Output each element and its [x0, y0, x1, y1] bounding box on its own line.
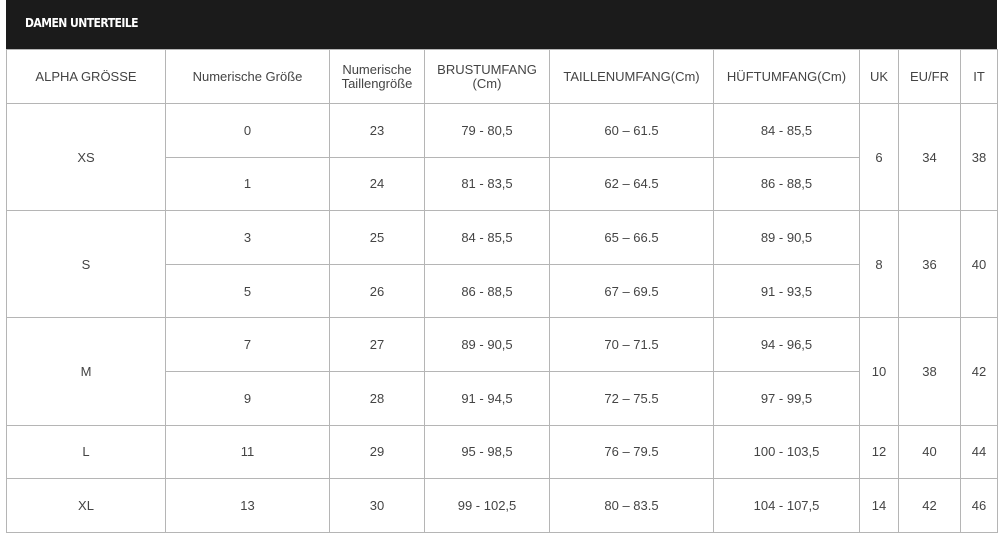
waist-size-cell: 24	[329, 156, 425, 212]
table-body: XS 0 23 79 - 80,5 60 – 61.5 84 - 85,5 6 34 38 1 24…	[6, 102, 998, 533]
waist-cell: 65 – 66.5	[549, 210, 714, 265]
column-header: EU/FR	[898, 49, 961, 104]
column-header: TAILLENUMFANG(Cm)	[549, 49, 714, 104]
waist-cell: 67 – 69.5	[549, 263, 714, 319]
eu-fr-size-cell: 42	[898, 478, 961, 533]
column-header: UK	[859, 49, 899, 104]
waist-size-cell: 29	[329, 424, 425, 480]
waist-size-cell: 27	[329, 317, 425, 372]
it-size-cell: 44	[960, 424, 998, 480]
waist-cell: 76 – 79.5	[549, 424, 714, 480]
uk-size-cell: 8	[859, 210, 899, 319]
table-row: M 7 27 89 - 90,5 70 – 71.5 94 - 96,5 10 38 42	[6, 317, 998, 426]
table-row: S 3 25 84 - 85,5 65 – 66.5 89 - 90,5 8 36 40	[6, 210, 998, 319]
waist-size-cell: 30	[329, 478, 425, 533]
bust-cell: 95 - 98,5	[424, 424, 550, 480]
column-header: Numerische Taillengröße	[329, 49, 425, 104]
bust-cell: 79 - 80,5	[424, 103, 550, 158]
column-header: IT	[960, 49, 998, 104]
eu-fr-size-cell: 36	[898, 210, 961, 319]
numeric-size-cell: 11	[165, 424, 330, 480]
bust-cell: 86 - 88,5	[424, 263, 550, 319]
hip-cell: 97 - 99,5	[713, 370, 860, 426]
numeric-size-cell: 3	[165, 210, 330, 265]
alpha-size-cell: L	[6, 424, 166, 480]
waist-cell: 70 – 71.5	[549, 317, 714, 372]
hip-cell: 91 - 93,5	[713, 263, 860, 319]
column-header: Numerische Größe	[165, 49, 330, 104]
uk-size-cell: 14	[859, 478, 899, 533]
bust-cell: 81 - 83,5	[424, 156, 550, 212]
waist-size-cell: 28	[329, 370, 425, 426]
uk-size-cell: 6	[859, 102, 899, 212]
eu-fr-size-cell: 40	[898, 424, 961, 480]
bust-cell: 84 - 85,5	[424, 210, 550, 265]
header-row: ALPHA GRÖSSE Numerische Größe Numerische T…	[6, 49, 998, 104]
waist-cell: 60 – 61.5	[549, 103, 714, 158]
hip-cell: 84 - 85,5	[713, 103, 860, 158]
bust-cell: 89 - 90,5	[424, 317, 550, 372]
waist-cell: 80 – 83.5	[549, 478, 714, 533]
table-row: XS 0 23 79 - 80,5 60 – 61.5 84 - 85,5 6 34 38	[6, 102, 998, 212]
hip-cell: 94 - 96,5	[713, 317, 860, 372]
uk-size-cell: 12	[859, 424, 899, 480]
it-size-cell: 46	[960, 478, 998, 533]
column-header: HÜFTUMFANG(Cm)	[713, 49, 860, 104]
numeric-size-cell: 0	[165, 103, 330, 158]
alpha-size-cell: S	[6, 210, 166, 319]
hip-cell: 100 - 103,5	[713, 424, 860, 480]
waist-cell: 62 – 64.5	[549, 156, 714, 212]
it-size-cell: 38	[960, 102, 998, 212]
title-bar: DAMEN UNTERTEILE	[6, 0, 997, 49]
eu-fr-size-cell: 34	[898, 102, 961, 212]
numeric-size-cell: 9	[165, 370, 330, 426]
uk-size-cell: 10	[859, 317, 899, 426]
table-row: 5 26 86 - 88,5 67 – 69.5 91 - 93,5	[7, 263, 998, 319]
it-size-cell: 40	[960, 210, 998, 319]
it-size-cell: 42	[960, 317, 998, 426]
alpha-size-cell: XL	[6, 478, 166, 533]
numeric-size-cell: 7	[165, 317, 330, 372]
table-row: 9 28 91 - 94,5 72 – 75.5 97 - 99,5	[7, 370, 998, 426]
alpha-size-cell: M	[6, 317, 166, 426]
table-row: XL 13 30 99 - 102,5 80 – 83.5 104 - 107,5 14 42…	[6, 478, 998, 533]
bust-cell: 99 - 102,5	[424, 478, 550, 533]
size-table: ALPHA GRÖSSE Numerische Größe Numerische T…	[6, 49, 998, 533]
alpha-size-cell: XS	[6, 102, 166, 212]
column-header: BRUSTUMFANG (Cm)	[424, 49, 550, 104]
numeric-size-cell: 13	[165, 478, 330, 533]
waist-size-cell: 23	[329, 103, 425, 158]
table-row: 1 24 81 - 83,5 62 – 64.5 86 - 88,5	[7, 156, 998, 212]
table-row: L 11 29 95 - 98,5 76 – 79.5 100 - 103,5 12 40 44	[6, 424, 998, 480]
hip-cell: 89 - 90,5	[713, 210, 860, 265]
waist-cell: 72 – 75.5	[549, 370, 714, 426]
column-header: ALPHA GRÖSSE	[6, 49, 166, 104]
page-title: DAMEN UNTERTEILE	[25, 16, 139, 30]
waist-size-cell: 25	[329, 210, 425, 265]
numeric-size-cell: 1	[165, 156, 330, 212]
eu-fr-size-cell: 38	[898, 317, 961, 426]
waist-size-cell: 26	[329, 263, 425, 319]
numeric-size-cell: 5	[165, 263, 330, 319]
bust-cell: 91 - 94,5	[424, 370, 550, 426]
hip-cell: 86 - 88,5	[713, 156, 860, 212]
hip-cell: 104 - 107,5	[713, 478, 860, 533]
